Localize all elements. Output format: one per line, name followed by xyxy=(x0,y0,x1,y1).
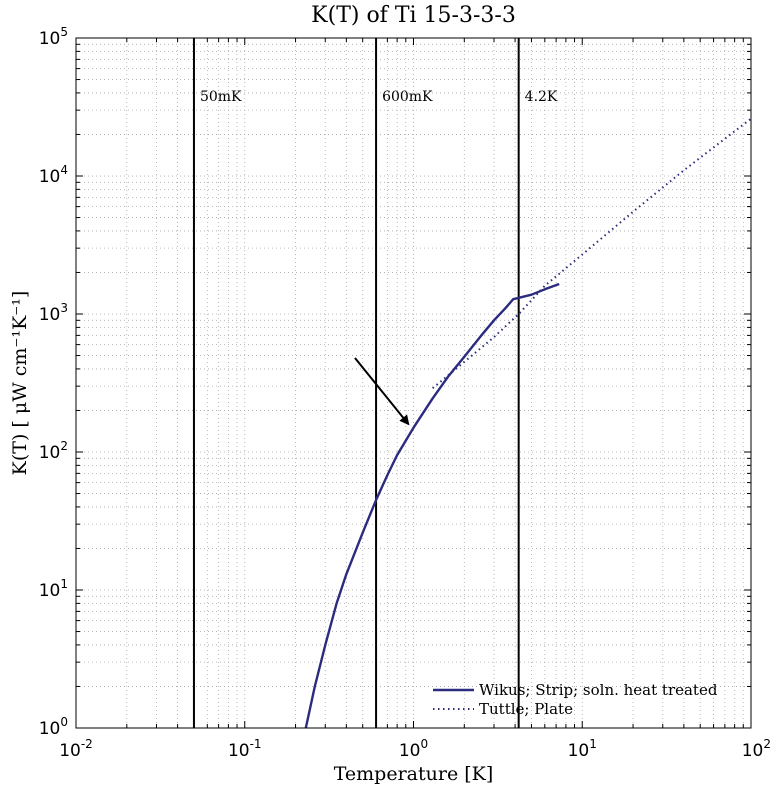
y-tick-label: 104 xyxy=(39,163,68,187)
x-axis-label: Temperature [K] xyxy=(334,763,494,785)
x-tick-label: 10-1 xyxy=(228,737,262,761)
x-tick-label: 100 xyxy=(399,737,428,761)
x-tick-label: 101 xyxy=(568,737,597,761)
vertical-line-label: 50mK xyxy=(200,89,242,105)
annotation-arrow xyxy=(354,357,410,426)
y-tick-label: 103 xyxy=(39,301,68,325)
y-tick-label: 105 xyxy=(39,25,68,49)
annotations xyxy=(354,357,410,426)
y-tick-label: 102 xyxy=(39,439,68,463)
chart-title: K(T) of Ti 15-3-3-3 xyxy=(311,3,516,28)
x-tick-label: 10-2 xyxy=(59,737,93,761)
legend-entry: Wikus; Strip; soln. heat treated xyxy=(479,681,718,699)
y-tick-label: 101 xyxy=(39,577,68,601)
series-line-1 xyxy=(304,282,560,729)
legend: Wikus; Strip; soln. heat treatedTuttle; … xyxy=(433,681,718,718)
legend-entry: Tuttle; Plate xyxy=(479,700,573,718)
axis-ticks: 10-2 10-1 100 101 102 100 101 102 103 104 105 xyxy=(39,25,771,761)
y-tick-label: 100 xyxy=(39,715,68,739)
grid xyxy=(76,38,751,728)
series-line-2 xyxy=(432,117,752,389)
x-tick-label: 102 xyxy=(742,737,771,761)
y-axis-label: K(T) [ μW cm⁻¹K⁻¹] xyxy=(9,291,31,476)
vertical-line-label: 600mK xyxy=(382,89,433,105)
vertical-line-label: 4.2K xyxy=(525,89,558,105)
data-series xyxy=(304,117,752,729)
